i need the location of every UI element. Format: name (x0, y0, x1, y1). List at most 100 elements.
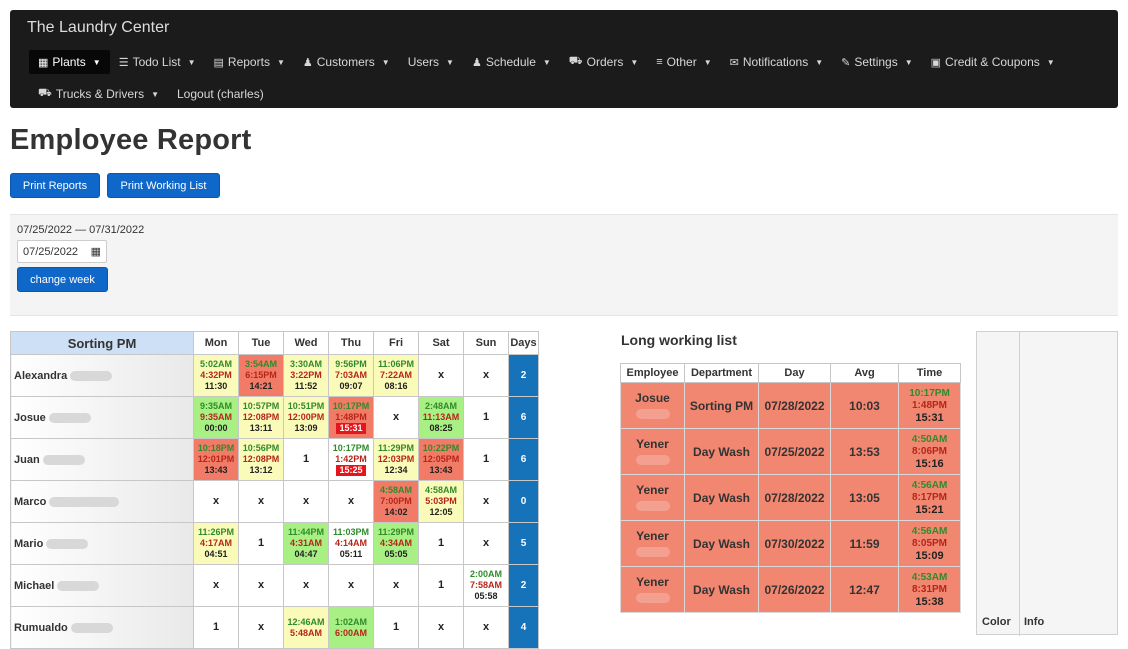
print-working-list-button[interactable]: Print Working List (107, 173, 220, 198)
shift-cell[interactable]: x (238, 606, 284, 649)
shift-cell[interactable]: 10:17PM 1:48PM 15:31 (328, 396, 374, 439)
shift-cell[interactable]: x (463, 480, 509, 523)
shift-cell[interactable]: x (418, 606, 464, 649)
shift-cell[interactable]: x (283, 480, 329, 523)
clock-in-time: 2:48AM (424, 401, 457, 411)
shift-cell[interactable]: 4:58AM 7:00PM 14:02 (373, 480, 419, 523)
nav-label: Customers (316, 55, 375, 69)
shift-cell[interactable]: 4:58AM 5:03PM 12:05 (418, 480, 464, 523)
clock-out-time: 12:01PM (197, 454, 235, 464)
shift-cell[interactable]: 11:03PM 4:14AM 05:11 (328, 522, 374, 565)
calendar-icon[interactable]: ▦ (90, 246, 101, 258)
shift-cell[interactable]: 1 (373, 606, 419, 649)
shift-cell[interactable]: 11:26PM 4:17AM 04:51 (193, 522, 239, 565)
clock-out-time: 5:03PM (425, 496, 457, 506)
shift-cell[interactable]: 9:35AM 9:35AM 00:00 (193, 396, 239, 439)
caret-down-icon: ▼ (542, 57, 551, 67)
shift-cell[interactable]: 2:00AM 7:58AM 05:58 (463, 564, 509, 607)
shift-cell[interactable]: x (463, 606, 509, 649)
clock-out-time: 4:17AM (199, 538, 232, 548)
shift-cell[interactable]: x (238, 480, 284, 523)
employee-name-cell[interactable]: Marco (10, 480, 194, 523)
shift-cell[interactable]: 1:02AM 6:00AM (328, 606, 374, 649)
shift-cell[interactable]: 5:02AM 4:32PM 11:30 (193, 354, 239, 397)
duration-wrap: 15:31 (329, 423, 373, 434)
shift-cell[interactable]: 10:56PM 12:08PM 13:12 (238, 438, 284, 481)
shift-cell[interactable]: x (193, 480, 239, 523)
lw-header-day: Day (758, 363, 831, 383)
nav-plants[interactable]: ▦ Plants ▼ (29, 50, 110, 74)
employee-name-cell[interactable]: Michael (10, 564, 194, 607)
shift-cell[interactable]: 1 (418, 522, 464, 565)
shift-cell[interactable]: 1 (463, 396, 509, 439)
shift-mark: 1 (302, 453, 310, 465)
color-column-label: Color (982, 616, 1011, 628)
clock-out-time: 4:14AM (334, 538, 367, 548)
nav-logout-charles[interactable]: Logout (charles) (168, 82, 273, 106)
nav-notifications[interactable]: ✉ Notifications ▼ (721, 50, 833, 74)
shift-cell[interactable]: 12:46AM 5:48AM (283, 606, 329, 649)
shift-cell[interactable]: 11:06PM 7:22AM 08:16 (373, 354, 419, 397)
shift-cell[interactable]: 10:51PM 12:00PM 13:09 (283, 396, 329, 439)
shift-cell[interactable]: x (373, 564, 419, 607)
shift-cell[interactable]: 10:17PM 1:42PM 15:25 (328, 438, 374, 481)
clock-in-time: 10:17PM (909, 387, 950, 399)
shift-cell[interactable]: 11:29PM 4:34AM 05:05 (373, 522, 419, 565)
employee-name-cell[interactable]: Rumualdo (10, 606, 194, 649)
shift-cell[interactable]: 3:30AM 3:22PM 11:52 (283, 354, 329, 397)
shift-cell[interactable]: x (328, 480, 374, 523)
employee-name-cell[interactable]: Josue (10, 396, 194, 439)
shift-cell[interactable]: 11:29PM 12:03PM 12:34 (373, 438, 419, 481)
shift-cell[interactable]: 1 (463, 438, 509, 481)
shift-cell[interactable]: x (283, 564, 329, 607)
shift-cell[interactable]: 11:44PM 4:31AM 04:47 (283, 522, 329, 565)
employee-name-cell[interactable]: Mario (10, 522, 194, 565)
nav-other[interactable]: ≡ Other ▼ (647, 50, 720, 74)
change-week-button[interactable]: change week (17, 267, 108, 292)
shift-duration: 15:09 (915, 549, 944, 562)
shift-cell[interactable]: 1 (283, 438, 329, 481)
shift-duration: 08:16 (384, 381, 408, 391)
print-reports-button[interactable]: Print Reports (10, 173, 100, 198)
nav-label: Reports (227, 55, 270, 69)
clock-in-time: 12:46AM (287, 616, 325, 627)
shift-cell[interactable]: 1 (418, 564, 464, 607)
shift-mark: x (302, 579, 310, 591)
shift-duration: 12:05 (429, 507, 453, 517)
shift-cell[interactable]: 10:57PM 12:08PM 13:11 (238, 396, 284, 439)
shift-cell[interactable]: 1 (238, 522, 284, 565)
clock-in-time: 11:26PM (197, 527, 235, 537)
shift-cell[interactable]: 1 (193, 606, 239, 649)
lw-employee-cell: Yener (620, 428, 685, 475)
nav-customers[interactable]: ♟ Customers ▼ (294, 50, 399, 74)
nav-schedule[interactable]: ♟ Schedule ▼ (463, 50, 560, 74)
shift-cell[interactable]: 10:22PM 12:05PM 13:43 (418, 438, 464, 481)
week-date-input[interactable]: 07/25/2022 ▦ (17, 240, 107, 263)
nav-reports[interactable]: ▤ Reports ▼ (205, 50, 294, 74)
nav-credit-coupons[interactable]: ▣ Credit & Coupons ▼ (922, 50, 1064, 74)
employee-name-cell[interactable]: Juan (10, 438, 194, 481)
nav-label: Todo List (132, 55, 181, 69)
day-header-sun: Sun (463, 331, 509, 355)
shift-cell[interactable]: x (418, 354, 464, 397)
shift-cell[interactable]: x (328, 564, 374, 607)
shift-cell[interactable]: 3:54AM 6:15PM 14:21 (238, 354, 284, 397)
lw-day: 07/28/2022 (758, 382, 831, 429)
shift-cell[interactable]: x (193, 564, 239, 607)
nav-todo-list[interactable]: ☰ Todo List ▼ (110, 50, 205, 74)
nav-settings[interactable]: ✎ Settings ▼ (832, 50, 922, 74)
nav-users[interactable]: Users ▼ (399, 50, 463, 74)
shift-cell[interactable]: x (463, 522, 509, 565)
orders-icon: ⛟ (568, 55, 583, 67)
nav-trucks-drivers[interactable]: ⛟ Trucks & Drivers ▼ (29, 82, 168, 106)
shift-cell[interactable]: x (238, 564, 284, 607)
clock-in-time: 11:03PM (332, 527, 370, 537)
shift-cell[interactable]: 9:56PM 7:03AM 09:07 (328, 354, 374, 397)
brand-title[interactable]: The Laundry Center (27, 19, 170, 36)
shift-cell[interactable]: 2:48AM 11:13AM 08:25 (418, 396, 464, 439)
nav-orders[interactable]: ⛟ Orders ▼ (560, 50, 647, 74)
employee-name-cell[interactable]: Alexandra (10, 354, 194, 397)
shift-cell[interactable]: 10:18PM 12:01PM 13:43 (193, 438, 239, 481)
shift-cell[interactable]: x (373, 396, 419, 439)
shift-cell[interactable]: x (463, 354, 509, 397)
